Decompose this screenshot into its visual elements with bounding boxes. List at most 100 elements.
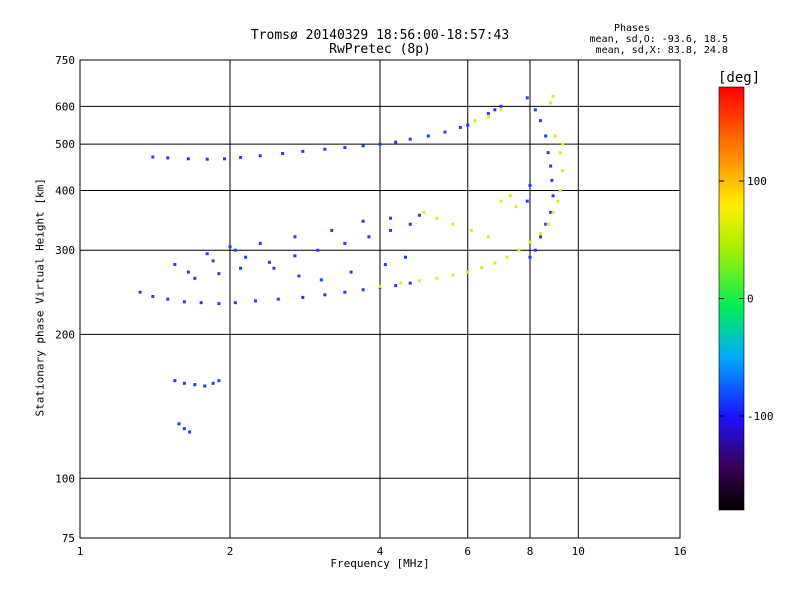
data-point [458, 125, 462, 129]
data-point [435, 216, 439, 220]
data-point [546, 151, 550, 155]
data-point [408, 137, 412, 141]
data-point [343, 241, 347, 245]
data-point [394, 284, 398, 288]
colorbar-tick-label: 0 [747, 293, 754, 306]
data-point [399, 281, 403, 285]
data-point [349, 270, 353, 274]
data-point [408, 281, 412, 285]
data-point [466, 270, 470, 274]
data-point [258, 241, 262, 245]
data-point [151, 155, 155, 159]
phase-stats-heading: Phases [613, 23, 651, 34]
data-point [330, 228, 334, 232]
data-point [301, 295, 305, 299]
chart-subtitle: RwPretec (8p) [329, 42, 431, 57]
data-point [505, 255, 509, 259]
data-point [228, 245, 232, 249]
data-point [211, 381, 215, 385]
data-point [469, 228, 473, 232]
data-point [493, 108, 497, 112]
data-point [203, 384, 207, 388]
data-point [361, 219, 365, 223]
data-point [186, 270, 190, 274]
phase-stats-x: mean, sd,X: 83.8, 24.8 [595, 45, 728, 56]
axis-ticks: 1 2 4 6 8 10 16 75 100 200 300 400 500 600 750 [55, 54, 687, 558]
data-point [514, 205, 518, 209]
data-point [553, 134, 557, 138]
data-point [493, 261, 497, 265]
data-point [186, 157, 190, 161]
data-point [389, 228, 393, 232]
data-point [239, 155, 243, 159]
colorbar-tick-label: -100 [747, 410, 774, 423]
data-point [499, 108, 503, 112]
colorbar-label: [deg] [718, 70, 761, 86]
x-tick-label: 1 [77, 545, 84, 558]
data-point [182, 300, 186, 304]
colorbar-ticks: 100 0 -100 [719, 175, 774, 423]
data-point [343, 146, 347, 150]
x-tick-label: 10 [572, 545, 585, 558]
data-point [211, 259, 215, 263]
data-point [544, 134, 548, 138]
data-point [281, 152, 285, 156]
data-point [550, 178, 554, 182]
data-point [389, 216, 393, 220]
data-point [316, 248, 320, 252]
data-point [533, 108, 537, 112]
data-point [217, 302, 221, 306]
x-tick-label: 16 [673, 545, 686, 558]
data-point [276, 297, 280, 301]
plot-frame [79, 59, 681, 539]
data-point [525, 96, 529, 100]
data-point [486, 115, 490, 119]
data-point [173, 379, 177, 383]
data-point [561, 169, 565, 173]
data-point [480, 266, 484, 270]
data-point [319, 278, 323, 282]
data-point [188, 430, 192, 434]
data-point [272, 266, 276, 270]
y-axis-label: Stationary phase Virtual Height [km] [33, 178, 47, 417]
data-point [486, 235, 490, 239]
data-point [293, 235, 297, 239]
data-point [199, 301, 203, 305]
y-tick-label: 600 [55, 100, 75, 113]
phase-stats-o: mean, sd,O: -93.6, 18.5 [589, 34, 728, 45]
x-tick-label: 8 [527, 545, 534, 558]
data-point [417, 213, 421, 217]
data-point [451, 222, 455, 226]
data-point [561, 142, 565, 146]
plot-points [138, 94, 565, 434]
data-point [451, 273, 455, 277]
data-point [549, 164, 553, 168]
data-point [417, 279, 421, 283]
data-point [539, 232, 543, 236]
data-point [323, 293, 327, 297]
data-point [217, 272, 221, 276]
data-point [239, 266, 243, 270]
data-point [193, 383, 197, 387]
data-point [394, 140, 398, 144]
data-point [544, 222, 548, 226]
data-point [528, 183, 532, 187]
data-point [551, 194, 555, 198]
x-tick-label: 6 [464, 545, 471, 558]
data-point [558, 188, 562, 192]
data-point [182, 381, 186, 385]
plot-grid [80, 60, 680, 538]
y-tick-label: 200 [55, 328, 75, 341]
data-point [361, 144, 365, 148]
data-point [383, 263, 387, 267]
x-tick-label: 4 [377, 545, 384, 558]
data-point [173, 263, 177, 267]
data-point [343, 290, 347, 294]
data-point [193, 276, 197, 280]
data-point [408, 222, 412, 226]
data-point [244, 255, 248, 259]
y-tick-label: 750 [55, 54, 75, 67]
data-point [546, 222, 550, 226]
data-point [443, 130, 447, 134]
data-point [361, 288, 365, 292]
